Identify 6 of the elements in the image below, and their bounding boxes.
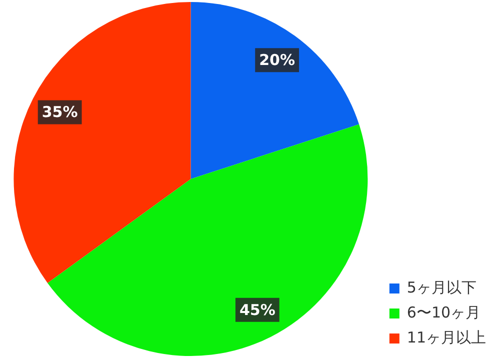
data-label: 45% [239,300,276,319]
legend-label: 6〜10ヶ月 [406,303,481,322]
legend-label: 5ヶ月以下 [406,278,476,296]
data-label: 20% [259,51,296,70]
data-label: 35% [42,103,78,122]
legend-label: 11ヶ月以上 [406,328,486,346]
